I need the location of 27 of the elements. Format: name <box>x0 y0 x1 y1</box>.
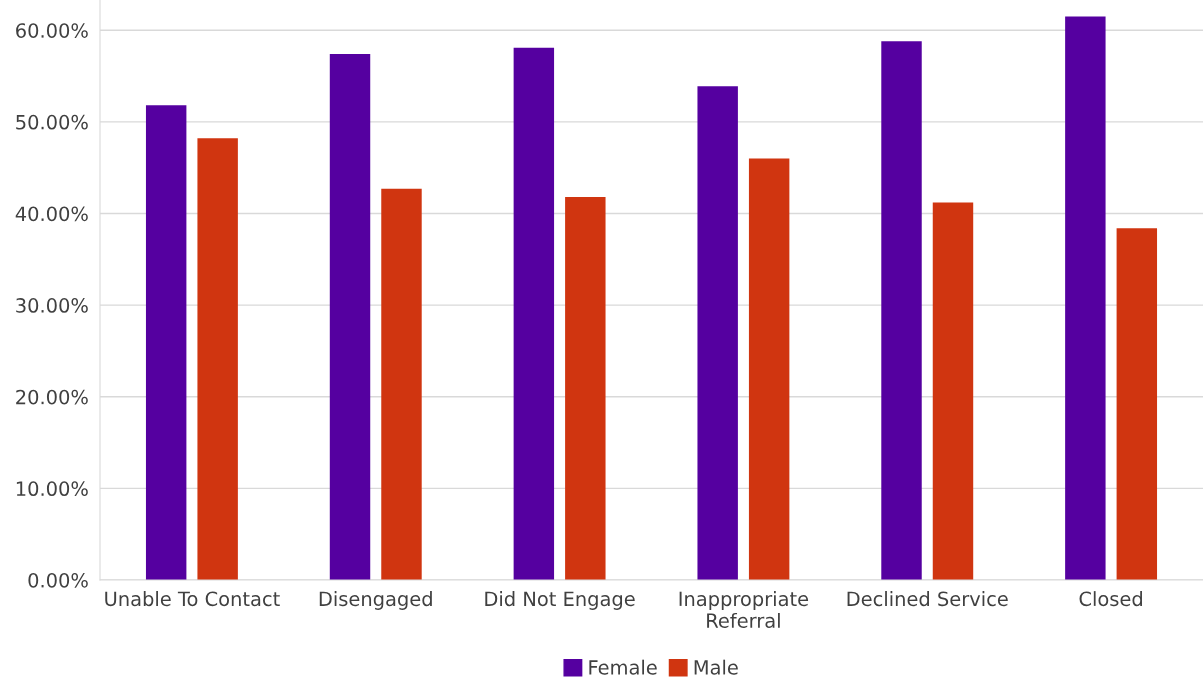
x-tick-label: Disengaged <box>319 591 432 610</box>
y-tick-label: 50.00% <box>16 114 88 130</box>
x-tick-label: Unable To Contact <box>105 591 280 607</box>
bar <box>565 197 606 580</box>
y-tick-label: 60.00% <box>16 23 88 38</box>
bar <box>881 41 922 580</box>
bar <box>197 138 238 580</box>
legend-label: Male <box>694 659 738 675</box>
bar <box>381 188 422 580</box>
y-tick-label: 30.00% <box>16 298 88 313</box>
bar <box>932 202 974 580</box>
bar <box>329 54 371 580</box>
bar <box>1116 228 1158 580</box>
bar <box>513 47 555 580</box>
bar <box>697 86 738 580</box>
x-tick-label: Did Not Engage <box>485 591 635 610</box>
y-tick-label: 40.00% <box>15 206 88 222</box>
y-tick-label: 0.00% <box>28 572 88 588</box>
y-tick-label: 20.00% <box>16 389 88 405</box>
bar <box>748 158 790 580</box>
bar <box>145 105 187 580</box>
x-tick-label: Inappropriate Referral <box>679 591 809 628</box>
y-tick-label: 10.00% <box>16 481 88 497</box>
legend-label: Female <box>589 659 657 675</box>
x-tick-label: Declined Service <box>847 591 1008 607</box>
x-tick-label: Closed <box>1079 591 1142 607</box>
bar <box>1065 16 1106 580</box>
